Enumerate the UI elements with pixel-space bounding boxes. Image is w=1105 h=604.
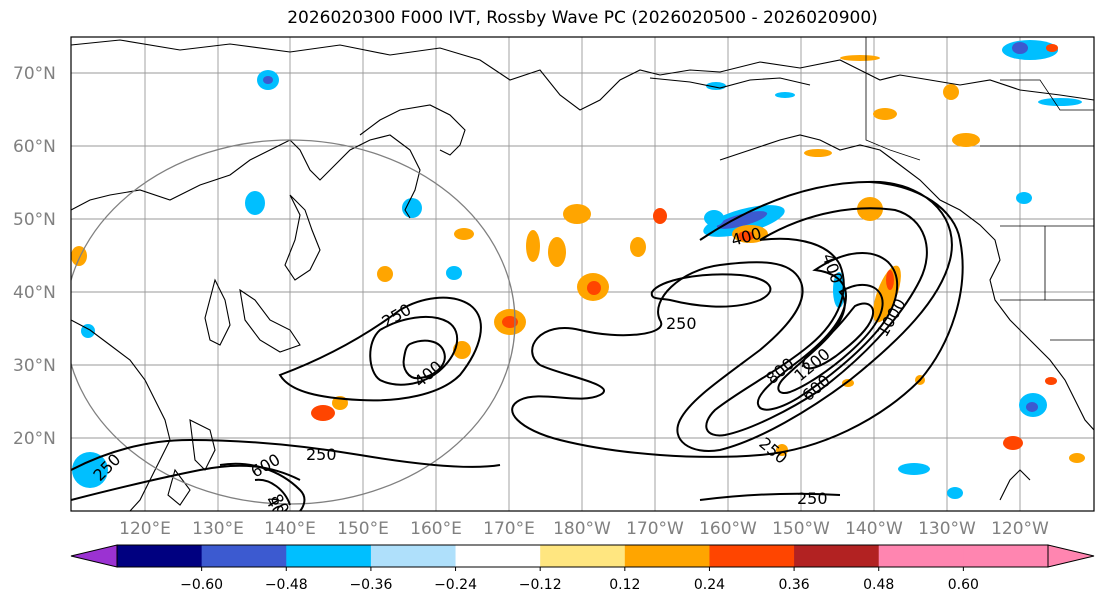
anomaly-shading (71, 40, 1085, 499)
lat-label: 30°N (13, 356, 56, 376)
colorbar-tick-label: 0.60 (948, 577, 979, 593)
lon-label: 160°W (699, 519, 757, 539)
colorbar: −0.60 −0.48 −0.36 −0.24 −0.12 0.12 0.24 0.36 0.4… (70, 544, 1095, 593)
colorbar-segment (117, 545, 203, 567)
colorbar-outline (116, 544, 1049, 568)
colorbar-segment (794, 545, 880, 567)
colorbar-tick-label: −0.48 (265, 577, 308, 593)
colorbar-tick-label: 0.48 (863, 577, 894, 593)
lon-label: 130°W (918, 519, 976, 539)
colorbar-segment (963, 545, 1049, 567)
colorbar-segment (878, 545, 964, 567)
lon-label: 130°E (192, 519, 244, 539)
lat-label: 20°N (13, 429, 56, 449)
colorbar-extend-low (70, 544, 118, 568)
contour-label: 250 (306, 445, 337, 464)
colorbar-tick-label: −0.36 (349, 577, 392, 593)
colorbar-segment (370, 545, 457, 567)
colorbar-tick-label: 0.12 (609, 577, 640, 593)
lon-label: 140°W (845, 519, 903, 539)
colorbar-segment (709, 545, 795, 567)
lon-label: 170°E (483, 519, 535, 539)
lat-label: 60°N (13, 137, 56, 157)
contour-label: 250 (666, 314, 697, 333)
lon-label: 120°E (119, 519, 171, 539)
contour-label: 250 (797, 489, 828, 508)
colorbar-tick-label: −0.12 (519, 577, 562, 593)
colorbar-segment (624, 545, 710, 567)
lon-label: 150°W (772, 519, 830, 539)
lat-label: 40°N (13, 283, 56, 303)
lat-label: 70°N (13, 64, 56, 84)
lon-label: 170°W (626, 519, 684, 539)
longitude-labels: 120°E 130°E 140°E 150°E 160°E 170°E 180°… (119, 519, 1049, 539)
colorbar-tick-label: 0.24 (694, 577, 725, 593)
colorbar-tick-label: −0.60 (180, 577, 223, 593)
colorbar-segment (286, 545, 372, 567)
colorbar-segment (540, 545, 626, 567)
ivt-contours (71, 180, 964, 511)
map-frame (70, 36, 1095, 512)
colorbar-tick-label: 0.36 (779, 577, 810, 593)
colorbar-segment (455, 545, 541, 567)
lon-label: 140°E (264, 519, 316, 539)
lon-label: 120°W (991, 519, 1049, 539)
coastlines (71, 39, 1094, 511)
colorbar-extend-high (1047, 544, 1095, 568)
colorbar-segment (201, 545, 287, 567)
map-title: 2026020300 F000 IVT, Rossby Wave PC (202… (287, 8, 878, 28)
lat-label: 50°N (13, 210, 56, 230)
lon-label: 150°E (337, 519, 389, 539)
lon-label: 160°E (410, 519, 462, 539)
latitude-labels: 70°N 60°N 50°N 40°N 30°N 20°N (13, 64, 56, 449)
lon-label: 180°W (553, 519, 611, 539)
gridlines (71, 37, 1094, 511)
colorbar-tick-label: −0.24 (434, 577, 477, 593)
borders (865, 37, 1094, 341)
